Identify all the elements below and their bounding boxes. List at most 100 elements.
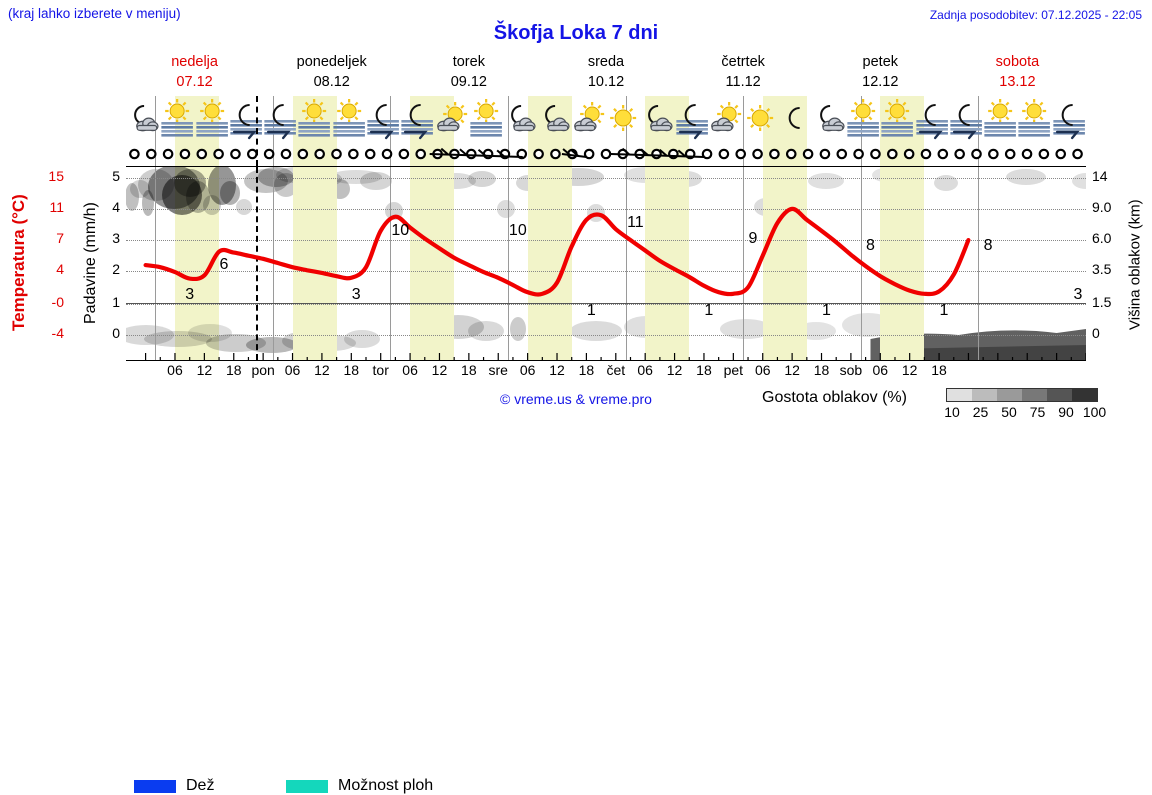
moon-fog-wind-icon bbox=[400, 98, 434, 144]
temperature-value-label: 8 bbox=[866, 237, 875, 255]
x-tick-label: 06 bbox=[167, 362, 183, 378]
temperature-axis-title: Temperatura (°C) bbox=[9, 194, 28, 332]
horizontal-gridline bbox=[126, 177, 1086, 179]
x-tick-label: 06 bbox=[284, 362, 301, 378]
moon-fog-wind-icon bbox=[229, 98, 263, 144]
cloud-density-label: Gostota oblakov (%) bbox=[762, 389, 907, 406]
day-divider-line bbox=[625, 167, 627, 360]
x-tick-label: 06 bbox=[519, 362, 536, 378]
x-tick-label: 12 bbox=[901, 362, 918, 378]
horizontal-gridline bbox=[126, 271, 1086, 273]
temperature-tick: -0 bbox=[51, 293, 64, 310]
day-divider-line bbox=[625, 96, 627, 166]
day-header-ponedeljek: ponedeljek 08.12 bbox=[263, 52, 400, 94]
daylight-band bbox=[410, 167, 455, 360]
day-name: četrtek bbox=[721, 54, 765, 70]
sun-cloud-icon bbox=[572, 98, 606, 144]
density-tick: 25 bbox=[972, 404, 989, 420]
day-name: ponedeljek bbox=[296, 54, 367, 70]
moon-cloud-icon bbox=[640, 98, 674, 144]
day-header-četrtek: četrtek 11.12 bbox=[675, 52, 812, 94]
day-date: 10.12 bbox=[587, 74, 625, 90]
sun-fog-icon bbox=[332, 98, 366, 144]
weather-icon-band bbox=[126, 96, 1086, 166]
day-divider-line bbox=[508, 96, 510, 166]
temperature-tick: 15 bbox=[48, 167, 64, 184]
x-axis-tick-labels: 06 12 18 pon 06 12 18 tor 06 12 18 sre 06 12 18 čet 06 12… bbox=[126, 362, 1086, 382]
temperature-tick: 4 bbox=[56, 261, 64, 278]
day-divider-line bbox=[743, 96, 745, 166]
cloudheight-tick: 14 bbox=[1092, 167, 1108, 184]
page-title: Škofja Loka 7 dni bbox=[493, 22, 659, 44]
temperature-value-label: 3 bbox=[351, 286, 361, 304]
density-swatch bbox=[1022, 389, 1047, 401]
location-menu-note: (kraj lahko izberete v meniju) bbox=[8, 6, 181, 21]
day-name: nedelja bbox=[171, 54, 218, 70]
density-swatch bbox=[972, 389, 997, 401]
sun-icon bbox=[606, 98, 640, 144]
sun-fog-icon bbox=[1017, 98, 1051, 144]
day-name: torek bbox=[452, 54, 485, 70]
day-header-sreda: sreda 10.12 bbox=[537, 52, 674, 94]
moon-cloud-icon bbox=[812, 98, 846, 144]
x-tick-label: sre bbox=[488, 362, 508, 378]
temperature-value-label: 6 bbox=[219, 255, 229, 273]
horizontal-gridline bbox=[126, 208, 1086, 210]
density-tick: 10 bbox=[944, 404, 960, 420]
density-swatch bbox=[1072, 389, 1097, 401]
x-tick-label: 06 bbox=[754, 362, 771, 378]
precipitation-tick: 3 bbox=[112, 230, 120, 247]
day-date: 08.12 bbox=[313, 74, 350, 90]
horizontal-gridline bbox=[126, 334, 1086, 336]
meteogram-plot: 3 6 3 10 10 1 11 1 9 1 8 1 8 3 bbox=[126, 166, 1086, 361]
day-divider-line bbox=[155, 96, 157, 166]
moon-icon bbox=[777, 98, 811, 144]
density-swatch bbox=[1047, 389, 1072, 401]
x-tick-label: sob bbox=[839, 362, 863, 378]
day-divider-line bbox=[508, 167, 510, 360]
day-name: petek bbox=[862, 54, 899, 70]
x-tick-label: 12 bbox=[666, 362, 683, 378]
temperature-value-label: 9 bbox=[748, 229, 758, 247]
day-name: sobota bbox=[995, 54, 1040, 70]
day-header-torek: torek 09.12 bbox=[400, 52, 537, 94]
sun-icon bbox=[743, 98, 777, 144]
cloudheight-tick: 1.5 bbox=[1092, 293, 1112, 310]
temperature-tick: 11 bbox=[49, 198, 64, 215]
precipitation-tick: 0 bbox=[112, 324, 120, 341]
moon-fog-wind-icon bbox=[263, 98, 297, 144]
x-tick-label: 12 bbox=[784, 362, 800, 378]
temperature-value-label: 10 bbox=[508, 221, 527, 239]
moon-cloud-icon bbox=[537, 98, 571, 144]
density-swatch bbox=[947, 389, 972, 401]
day-date: 11.12 bbox=[725, 74, 761, 90]
day-header-sobota: sobota 13.12 bbox=[949, 52, 1086, 94]
density-tick: 90 bbox=[1058, 404, 1074, 420]
x-tick-label: 12 bbox=[314, 362, 330, 378]
temperature-value-label: 8 bbox=[983, 237, 993, 255]
precipitation-tick: 4 bbox=[112, 198, 120, 215]
temperature-value-label: 1 bbox=[704, 302, 714, 320]
sun-cloud-icon bbox=[709, 98, 743, 144]
x-tick-label: pet bbox=[723, 362, 744, 378]
x-tick-label: 18 bbox=[813, 362, 830, 378]
copyright-text[interactable]: © vreme.us & vreme.pro bbox=[500, 391, 652, 407]
rain-legend-swatch bbox=[134, 780, 176, 793]
day-date: 07.12 bbox=[176, 74, 213, 90]
x-tick-label: 12 bbox=[549, 362, 565, 378]
moon-fog-wind-icon bbox=[675, 98, 709, 144]
temperature-value-label: 1 bbox=[821, 302, 831, 320]
moon-fog-wind-icon bbox=[366, 98, 400, 144]
cloud-density-scale bbox=[946, 388, 1098, 402]
moon-fog-wind-icon bbox=[949, 98, 983, 144]
day-date: 12.12 bbox=[862, 74, 899, 90]
sun-fog-icon bbox=[195, 98, 229, 144]
horizontal-gridline bbox=[126, 303, 1086, 305]
temperature-value-label: 11 bbox=[627, 213, 644, 231]
cloud-density-ticks: 10 25 50 75 90 100 bbox=[938, 404, 1110, 422]
moon-cloud-icon bbox=[126, 98, 160, 144]
moon-fog-wind-icon bbox=[1052, 98, 1086, 144]
x-tick-label: 18 bbox=[931, 362, 947, 378]
temperature-tick: 7 bbox=[56, 230, 64, 247]
wind-barb-row bbox=[126, 144, 1086, 164]
